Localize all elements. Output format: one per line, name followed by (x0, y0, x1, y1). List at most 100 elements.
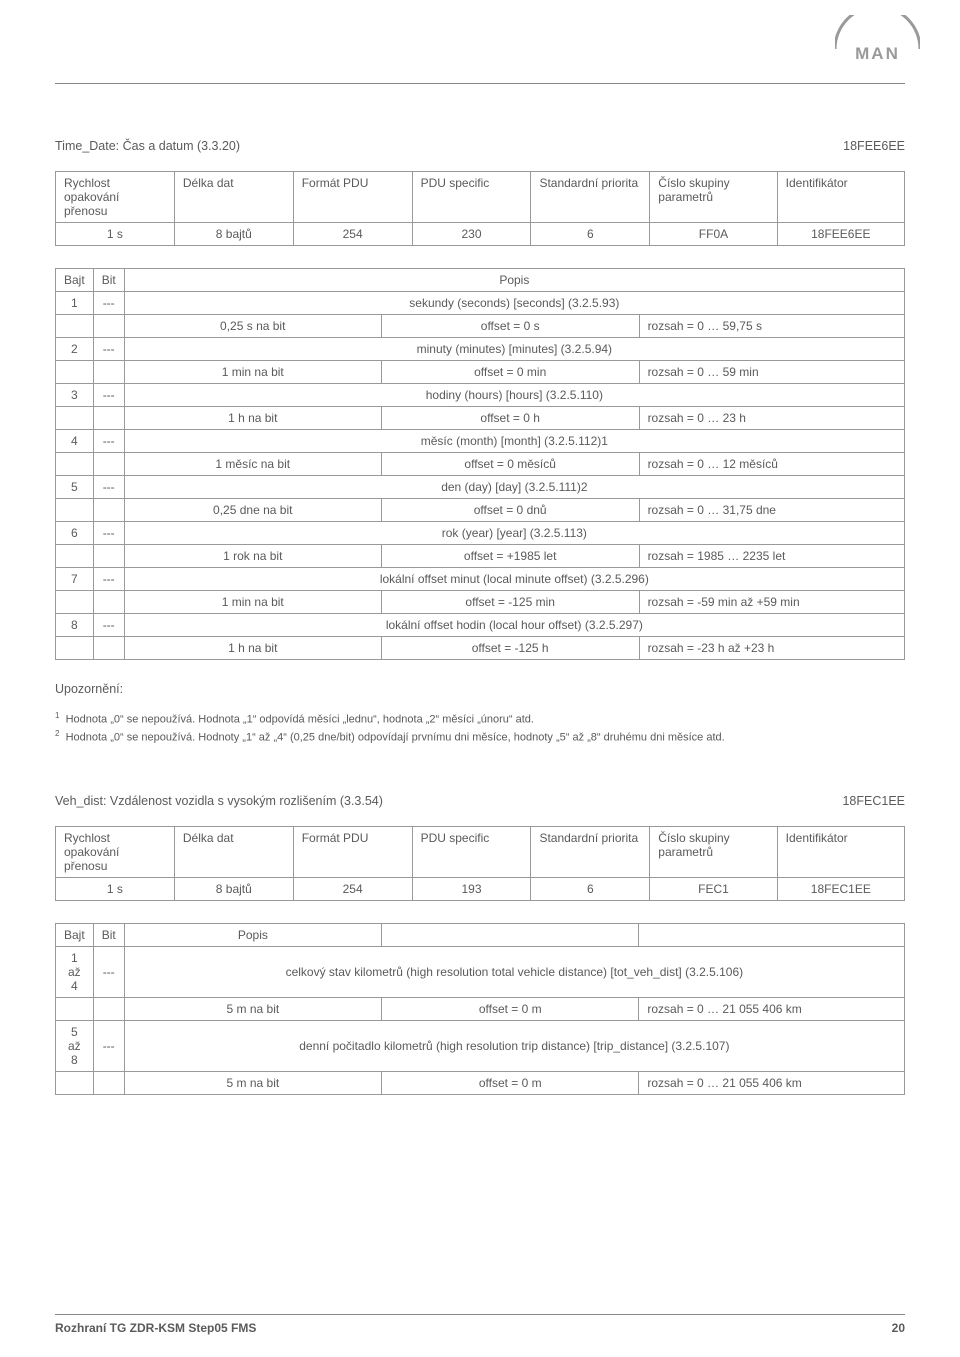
section2-title-right: 18FEC1EE (842, 794, 905, 808)
table-row-sub1: offset = 0 m (382, 1072, 639, 1095)
hdr-val: 254 (293, 878, 412, 901)
table-row-sub1: offset = 0 dnů (381, 499, 639, 522)
hdr-col: Standardní priorita (531, 827, 650, 878)
section1-header-table: Rychlost opakování přenosu Délka dat For… (55, 171, 905, 246)
desc-hdr-bajt: Bajt (56, 924, 94, 947)
table-row-sub1: offset = 0 min (381, 361, 639, 384)
table-row-empty (93, 453, 124, 476)
hdr-val: FF0A (650, 223, 777, 246)
desc-hdr-bit: Bit (93, 924, 124, 947)
table-row-bajt: 6 (56, 522, 94, 545)
hdr-col: Rychlost opakování přenosu (56, 827, 175, 878)
desc-hdr-bit: Bit (93, 269, 124, 292)
hdr-val: 230 (412, 223, 531, 246)
page-footer: Rozhraní TG ZDR-KSM Step05 FMS 20 (55, 1314, 905, 1335)
table-row-sub0: 5 m na bit (124, 998, 381, 1021)
table-row-bajt: 5 až 8 (56, 1021, 94, 1072)
table-row-empty (56, 545, 94, 568)
table-row-sub2: rozsah = 0 … 23 h (639, 407, 904, 430)
table-row-bajt: 3 (56, 384, 94, 407)
table-row-empty (93, 545, 124, 568)
table-row-sub2: rozsah = -59 min až +59 min (639, 591, 904, 614)
table-row-label: denní počitadlo kilometrů (high resoluti… (124, 1021, 904, 1072)
hdr-val: FEC1 (650, 878, 777, 901)
table-row-label: celkový stav kilometrů (high resolution … (124, 947, 904, 998)
table-row-sub0: 1 min na bit (124, 591, 381, 614)
table-row-bit: --- (93, 568, 124, 591)
table-row-bajt: 8 (56, 614, 94, 637)
hdr-val: 6 (531, 223, 650, 246)
table-row-sub1: offset = 0 měsíců (381, 453, 639, 476)
table-row-empty (56, 591, 94, 614)
table-row-sub0: 5 m na bit (124, 1072, 381, 1095)
desc-hdr-popis: Popis (124, 924, 381, 947)
table-row-empty (93, 315, 124, 338)
table-row-sub1: offset = -125 h (381, 637, 639, 660)
table-row-sub0: 0,25 s na bit (124, 315, 381, 338)
hdr-col: Standardní priorita (531, 172, 650, 223)
table-row-sub1: offset = +1985 let (381, 545, 639, 568)
hdr-col: Délka dat (174, 827, 293, 878)
table-row-bit: --- (93, 947, 124, 998)
hdr-val: 6 (531, 878, 650, 901)
table-row-bajt: 5 (56, 476, 94, 499)
footnote-1: Hodnota „0“ se nepoužívá. Hodnota „1“ od… (66, 714, 534, 726)
svg-text:MAN: MAN (855, 44, 900, 63)
section1-title-right: 18FEE6EE (843, 139, 905, 153)
table-row-sub2: rozsah = 0 … 59 min (639, 361, 904, 384)
table-row-sub1: offset = -125 min (381, 591, 639, 614)
hdr-val: 18FEC1EE (777, 878, 904, 901)
hdr-col: PDU specific (412, 827, 531, 878)
hdr-col: Formát PDU (293, 827, 412, 878)
table-row-sub1: offset = 0 s (381, 315, 639, 338)
table-row-sub2: rozsah = 1985 … 2235 let (639, 545, 904, 568)
footnote-2: Hodnota „0“ se nepoužívá. Hodnoty „1“ až… (66, 732, 725, 744)
hdr-val: 18FEE6EE (777, 223, 904, 246)
table-row-empty (93, 591, 124, 614)
table-row-label: hodiny (hours) [hours] (3.2.5.110) (124, 384, 904, 407)
table-row-empty (56, 637, 94, 660)
table-row-bit: --- (93, 476, 124, 499)
section2-title: Veh_dist: Vzdálenost vozidla s vysokým r… (55, 794, 905, 808)
table-row-bajt: 1 (56, 292, 94, 315)
table-row-bit: --- (93, 338, 124, 361)
top-rule (55, 83, 905, 84)
footer-right: 20 (892, 1321, 905, 1335)
hdr-col: Délka dat (174, 172, 293, 223)
table-row-label: minuty (minutes) [minutes] (3.2.5.94) (124, 338, 904, 361)
table-row-label: sekundy (seconds) [seconds] (3.2.5.93) (124, 292, 904, 315)
table-row-bit: --- (93, 1021, 124, 1072)
table-row-sub0: 1 h na bit (124, 407, 381, 430)
hdr-col: Formát PDU (293, 172, 412, 223)
table-row-empty (56, 407, 94, 430)
table-row-sub2: rozsah = 0 … 21 055 406 km (639, 998, 905, 1021)
table-row-bajt: 2 (56, 338, 94, 361)
table-row-sub0: 1 rok na bit (124, 545, 381, 568)
table-row-label: měsíc (month) [month] (3.2.5.112)1 (124, 430, 904, 453)
table-row-bajt: 1 až 4 (56, 947, 94, 998)
table-row-sub0: 0,25 dne na bit (124, 499, 381, 522)
table-row-label: lokální offset hodin (local hour offset)… (124, 614, 904, 637)
hdr-val: 1 s (56, 878, 175, 901)
table-row-empty (93, 998, 124, 1021)
section2-header-table: Rychlost opakování přenosu Délka dat For… (55, 826, 905, 901)
hdr-val: 193 (412, 878, 531, 901)
footnotes: 1 Hodnota „0“ se nepoužívá. Hodnota „1“ … (55, 710, 905, 746)
hdr-col: Identifikátor (777, 172, 904, 223)
table-row-sub2: rozsah = 0 … 31,75 dne (639, 499, 904, 522)
hdr-col: Rychlost opakování přenosu (56, 172, 175, 223)
section1-title: Time_Date: Čas a datum (3.3.20) 18FEE6EE (55, 139, 905, 153)
table-row-bit: --- (93, 292, 124, 315)
table-row-empty (56, 453, 94, 476)
table-row-sub0: 1 min na bit (124, 361, 381, 384)
notes-label: Upozornění: (55, 682, 905, 696)
hdr-val: 8 bajtů (174, 878, 293, 901)
hdr-val: 8 bajtů (174, 223, 293, 246)
table-row-sub0: 1 h na bit (124, 637, 381, 660)
table-row-label: den (day) [day] (3.2.5.111)2 (124, 476, 904, 499)
hdr-val: 254 (293, 223, 412, 246)
man-logo: MAN (835, 15, 920, 63)
table-row-sub2: rozsah = -23 h až +23 h (639, 637, 904, 660)
table-row-empty (93, 407, 124, 430)
table-row-empty (56, 361, 94, 384)
